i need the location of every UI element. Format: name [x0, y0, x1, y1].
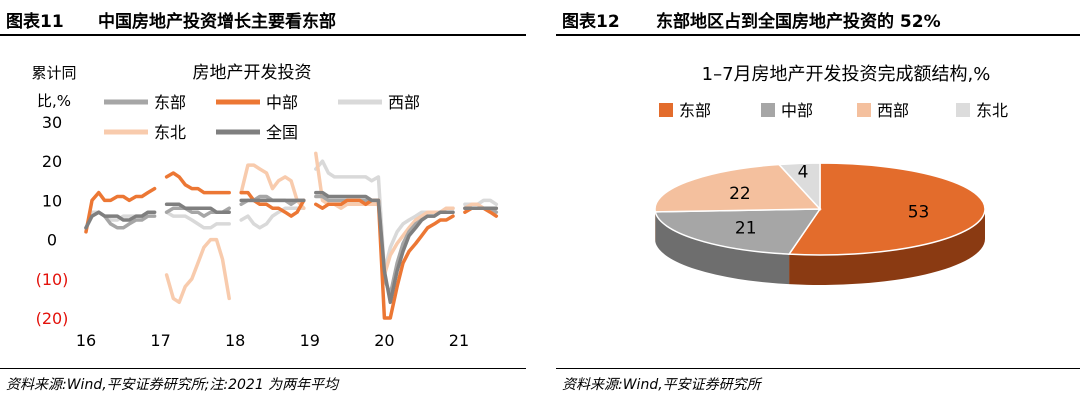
pie-slice-东部 [787, 162, 986, 256]
left-panel: 图表11 中国房地产投资增长主要看东部 房地产开发投资 累计同比,% 30 20 10 0… [0, 0, 526, 402]
legend-label: 中部 [781, 101, 813, 120]
legend-swatch-西部 [857, 103, 871, 117]
legend-label: 东部 [679, 101, 711, 120]
legend-swatch-东部 [659, 103, 673, 117]
legend-swatch-东北 [956, 103, 970, 117]
y-tick-label: (10) [36, 270, 69, 289]
line-chart-title: 房地产开发投资 [193, 63, 312, 83]
left-figure-header: 图表11 中国房地产投资增长主要看东部 [0, 0, 526, 36]
legend-label: 东北 [154, 123, 186, 142]
x-tick-label: 17 [150, 331, 170, 350]
series-line-全国 [314, 190, 455, 305]
y-tick-label: 0 [47, 231, 57, 250]
x-tick-label: 16 [76, 331, 96, 350]
left-source-text: 资料来源:Wind,平安证券研究所;注:2021 为两年平均 [6, 377, 339, 393]
left-figure-number: 图表11 [6, 12, 64, 32]
series-line-中部 [164, 171, 231, 195]
y-tick-label: 20 [42, 152, 62, 171]
right-source-text: 资料来源:Wind,平安证券研究所 [562, 377, 761, 393]
legend-label: 东部 [154, 93, 186, 112]
right-figure-header: 图表12 东部地区占到全国房地产投资的 52% [556, 0, 1080, 36]
pie-chart: 1–7月房地产开发投资完成额结构,% 东部 中部 西部 东北 53 21 22 4 [654, 64, 1008, 285]
y-axis-label-line2: 比,% [37, 92, 71, 110]
series-line-中部 [314, 198, 455, 320]
series-line-全国 [84, 210, 157, 230]
series-line-全国 [164, 202, 231, 214]
pie-slice-西部 [654, 163, 822, 213]
legend-label: 全国 [266, 123, 298, 142]
x-tick-label: 18 [225, 331, 245, 350]
legend-label: 西部 [877, 101, 909, 120]
x-tick-label: 21 [449, 331, 469, 350]
series-line-西部 [164, 210, 231, 230]
pie-side-中部 [655, 211, 790, 285]
series-line-西部 [239, 206, 306, 230]
left-figure-title: 中国房地产投资增长主要看东部 [98, 12, 336, 32]
legend-label: 西部 [388, 93, 420, 112]
right-source-note: 资料来源:Wind,平安证券研究所 [556, 368, 1080, 401]
pie-value-label: 4 [798, 163, 809, 183]
pie-slice-中部 [654, 208, 822, 255]
right-figure-number: 图表12 [562, 12, 620, 32]
series-line-东北 [164, 237, 231, 305]
pie-slice-东北 [777, 162, 821, 211]
series-line-东北 [239, 163, 306, 210]
pie-value-label: 21 [735, 218, 757, 238]
pie-value-label: 53 [908, 203, 930, 223]
legend-label: 东北 [976, 101, 1008, 120]
pie-side-东部 [789, 209, 985, 285]
series-line-中部 [84, 186, 157, 234]
y-axis-label-line1: 累计同 [31, 64, 76, 82]
pie-chart-title: 1–7月房地产开发投资完成额结构,% [702, 64, 991, 85]
left-source-note: 资料来源:Wind,平安证券研究所;注:2021 为两年平均 [0, 368, 526, 401]
right-figure-title: 东部地区占到全国房地产投资的 52% [656, 12, 941, 32]
y-tick-label: 10 [42, 191, 62, 210]
x-tick-label: 19 [300, 331, 320, 350]
series-line-中部 [239, 190, 306, 218]
x-tick-label: 20 [374, 331, 394, 350]
right-panel: 图表12 东部地区占到全国房地产投资的 52% 1–7月房地产开发投资完成额结构… [556, 0, 1080, 402]
y-tick-label: (20) [36, 309, 69, 328]
y-tick-label: 30 [42, 113, 62, 132]
legend-label: 中部 [266, 93, 298, 112]
pie-value-label: 22 [729, 184, 751, 204]
legend-swatch-中部 [761, 103, 775, 117]
